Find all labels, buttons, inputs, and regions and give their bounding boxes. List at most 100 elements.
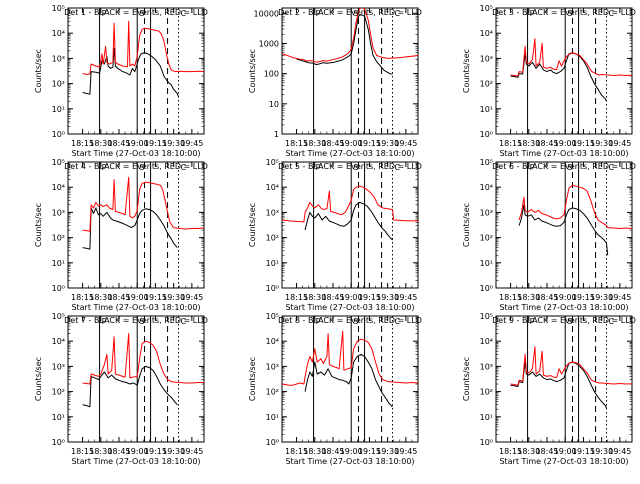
x-tick-label: 19:15 xyxy=(358,447,381,456)
x-tick-label: 19:00 xyxy=(126,293,149,302)
event-letter-label: C xyxy=(181,163,187,172)
x-tick-label: 18:15 xyxy=(71,293,94,302)
y-tick-label: 10⁰ xyxy=(480,438,493,447)
event-letter-label: C xyxy=(395,317,401,326)
x-tick-label: 19:15 xyxy=(358,139,381,148)
x-axis-label: Start Time (27-Oct-03 18:10:00) xyxy=(499,457,628,466)
x-tick-label: 19:00 xyxy=(126,447,149,456)
x-tick-label: 19:45 xyxy=(608,447,631,456)
y-tick-label: 10⁵ xyxy=(52,4,65,13)
panel-title: Det 5 - BLACK = Events, RED = LLD xyxy=(278,162,422,171)
y-tick-label: 10² xyxy=(480,234,493,243)
series-group xyxy=(282,8,418,75)
x-tick-label: 19:00 xyxy=(554,293,577,302)
x-axis-label: Start Time (27-Oct-03 18:10:00) xyxy=(499,303,628,312)
x-tick-label: 19:00 xyxy=(340,447,363,456)
x-tick-label: 18:30 xyxy=(89,293,112,302)
x-tick-label: 18:15 xyxy=(71,447,94,456)
series-line-black-events xyxy=(304,201,393,241)
x-tick-label: 18:30 xyxy=(303,447,326,456)
series-group xyxy=(82,176,204,250)
series-group xyxy=(82,333,204,408)
y-tick-label: 10³ xyxy=(480,208,493,217)
x-axis-label: Start Time (27-Oct-03 18:10:00) xyxy=(71,303,200,312)
plot-frame xyxy=(67,7,205,135)
y-tick-label: 10¹ xyxy=(52,105,65,114)
y-tick-label: 10⁰ xyxy=(480,130,493,139)
plot-frame xyxy=(281,161,419,289)
y-tick-label: 10⁵ xyxy=(52,158,65,167)
series-line-black-events xyxy=(296,14,393,75)
x-tick-label: 18:45 xyxy=(535,139,558,148)
y-tick-label: 10² xyxy=(266,388,279,397)
x-tick-label: 18:30 xyxy=(89,139,112,148)
panel-title: Det 8 - BLACK = Events, RED = LLD xyxy=(278,316,422,325)
x-axis-label: Start Time (27-Oct-03 18:10:00) xyxy=(71,149,200,158)
x-tick-label: 19:45 xyxy=(180,139,203,148)
x-tick-label: 19:15 xyxy=(144,293,167,302)
y-axis-label: Counts/sec xyxy=(34,49,43,93)
y-tick-label: 10² xyxy=(52,388,65,397)
series-line-red-lld xyxy=(518,184,632,229)
series-group xyxy=(282,330,418,408)
event-letter-label: P xyxy=(530,9,535,18)
event-letter-label: C xyxy=(609,9,615,18)
y-tick-label: 10² xyxy=(52,80,65,89)
x-tick-label: 19:30 xyxy=(162,293,185,302)
y-axis-label: Counts/sec xyxy=(248,357,257,401)
series-line-black-events xyxy=(510,361,607,409)
event-letter-label: P xyxy=(316,9,321,18)
y-tick-label: 10⁰ xyxy=(266,284,279,293)
y-axis-label: Counts/sec xyxy=(462,203,471,247)
panel-det-6: 10⁰10¹10²10³10⁴10⁵18:1518:3018:4519:0019… xyxy=(462,158,636,312)
y-tick-label: 10³ xyxy=(480,54,493,63)
panel-det-5: 10⁰10¹10²10³10⁴10⁵18:1518:3018:4519:0019… xyxy=(248,158,422,312)
event-letter-label: C xyxy=(181,9,187,18)
x-tick-label: 18:30 xyxy=(517,139,540,148)
event-letter-label: P xyxy=(102,163,107,172)
series-group xyxy=(510,346,632,409)
y-tick-label: 10¹ xyxy=(266,259,279,268)
y-tick-label: 10⁵ xyxy=(480,158,493,167)
x-tick-label: 18:15 xyxy=(285,447,308,456)
y-axis-label: Counts/sec xyxy=(462,49,471,93)
series-line-red-lld xyxy=(82,20,204,75)
x-tick-label: 19:30 xyxy=(376,139,399,148)
y-tick-label: 10⁵ xyxy=(266,158,279,167)
x-axis-label: Start Time (27-Oct-03 18:10:00) xyxy=(285,457,414,466)
event-letter-label: S xyxy=(139,9,144,18)
plot-frame xyxy=(495,315,633,443)
y-tick-label: 10⁴ xyxy=(480,183,493,192)
x-tick-label: 19:30 xyxy=(590,139,613,148)
x-tick-label: 19:30 xyxy=(162,139,185,148)
panel-title: Det 3 - BLACK = Events, RED = LLD xyxy=(492,8,636,17)
x-tick-label: 18:30 xyxy=(303,139,326,148)
event-letter-label: S xyxy=(353,163,358,172)
y-tick-label: 10³ xyxy=(52,54,65,63)
y-tick-label: 10⁴ xyxy=(480,29,493,38)
x-tick-label: 18:15 xyxy=(499,447,522,456)
panel-title: Det 6 - BLACK = Events, RED = LLD xyxy=(492,162,636,171)
y-tick-label: 10⁰ xyxy=(52,438,65,447)
event-letter-label: P xyxy=(102,9,107,18)
x-tick-label: 19:15 xyxy=(572,447,595,456)
y-axis-label: Counts/sec xyxy=(248,49,257,93)
event-letter-label: S xyxy=(567,9,572,18)
series-line-black-events xyxy=(304,353,393,408)
event-letter-label: S xyxy=(567,317,572,326)
x-tick-label: 18:45 xyxy=(107,139,130,148)
series-group xyxy=(282,185,418,241)
panel-det-9: 10⁰10¹10²10³10⁴10⁵18:1518:3018:4519:0019… xyxy=(462,312,636,466)
x-tick-label: 19:15 xyxy=(144,447,167,456)
series-line-red-lld xyxy=(510,346,632,386)
y-tick-label: 10⁴ xyxy=(266,337,279,346)
x-tick-label: 18:45 xyxy=(321,293,344,302)
x-axis-label: Start Time (27-Oct-03 18:10:00) xyxy=(285,303,414,312)
panel-det-8: 10⁰10¹10²10³10⁴10⁵18:1518:3018:4519:0019… xyxy=(248,312,422,466)
y-tick-label: 10⁰ xyxy=(480,284,493,293)
plot-frame xyxy=(67,315,205,443)
x-tick-label: 19:45 xyxy=(394,293,417,302)
x-tick-label: 18:30 xyxy=(517,447,540,456)
panel-det-1: 10⁰10¹10²10³10⁴10⁵18:1518:3018:4519:0019… xyxy=(34,4,208,158)
y-axis-label: Counts/sec xyxy=(248,203,257,247)
